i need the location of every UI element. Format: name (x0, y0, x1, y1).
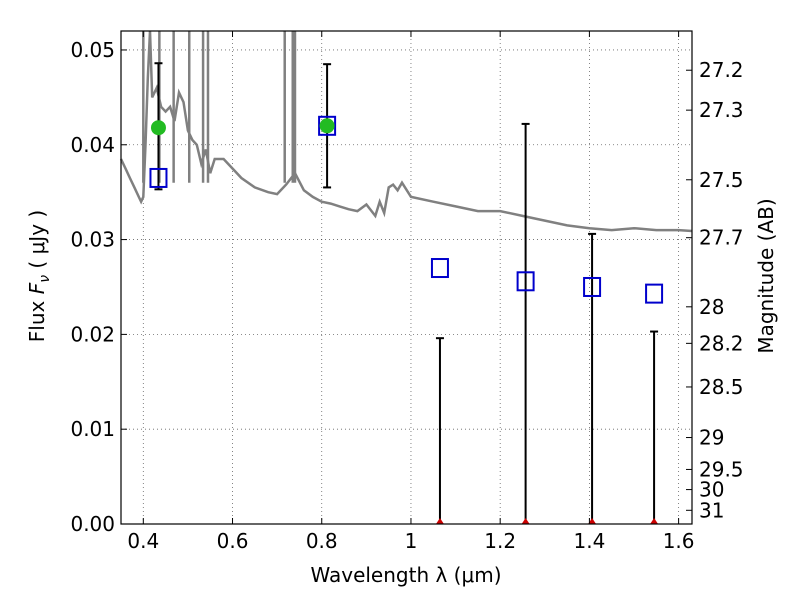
upper-limit-marker (650, 518, 659, 524)
y-tick-label: 0.01 (70, 417, 115, 441)
y2-tick-label: 28.2 (699, 331, 744, 355)
y2-tick-label: 28 (699, 295, 724, 319)
y2-tick-label: 29.5 (699, 457, 744, 481)
y2-tick-label: 27.2 (699, 58, 744, 82)
x-tick-label: 0.6 (217, 529, 249, 553)
detection-point (150, 120, 166, 136)
model-flux-point (149, 167, 168, 188)
x-tick-label: 1.2 (484, 529, 516, 553)
detection-point (319, 118, 335, 134)
model-flux-point (430, 258, 449, 279)
x-tick-label: 0.4 (127, 529, 159, 553)
x-tick-label: 1.6 (663, 529, 695, 553)
y-tick-label: 0.02 (70, 322, 115, 346)
y-axis-label-var: F (25, 282, 49, 294)
grid (121, 31, 692, 525)
upper-limit-marker (521, 518, 530, 524)
upper-limit-marker (588, 518, 597, 524)
y2-tick-label: 27.7 (699, 226, 744, 250)
x-axis-ticks: 0.4 0.6 0.8 1 1.2 1.4 1.6 (127, 31, 695, 553)
x-tick-label: 0.8 (306, 529, 338, 553)
y2-tick-label: 27.3 (699, 98, 744, 122)
data-points (149, 62, 664, 524)
y-axis-label-prefix: Flux (25, 294, 49, 342)
x-tick-label: 1.4 (573, 529, 605, 553)
model-flux-point (516, 271, 535, 292)
y2-tick-label: 30 (699, 478, 724, 502)
y-axis-label-suffix: ( μJy ) (25, 210, 49, 275)
y2-tick-label: 29 (699, 426, 724, 450)
y-tick-label: 0.05 (70, 38, 115, 62)
y2-tick-label: 27.5 (699, 168, 744, 192)
model-flux-point (583, 276, 602, 297)
x-axis-label: Wavelength λ (μm) (310, 563, 501, 587)
model-flux-point (318, 115, 337, 136)
y2-axis-label: Magnitude (AB) (754, 198, 778, 353)
upper-limit-marker (435, 518, 444, 524)
y-tick-label: 0.04 (70, 133, 115, 157)
y2-tick-label: 31 (699, 498, 724, 522)
plot-frame (120, 30, 693, 525)
y-tick-label: 0.03 (70, 228, 115, 252)
y-axis-label: Flux Fν ( μJy ) (25, 210, 53, 342)
model-spectrum-line (119, 30, 693, 233)
y-axis-label-sub: ν (37, 275, 53, 283)
x-tick-label: 1 (405, 529, 418, 553)
model-flux-point (645, 283, 664, 304)
y-axis-ticks: 0.00 0.01 0.02 0.03 0.04 0.05 (70, 38, 127, 536)
y-tick-label: 0.00 (70, 512, 115, 536)
y2-tick-label: 28.5 (699, 375, 744, 399)
model-spectrum (119, 30, 693, 233)
